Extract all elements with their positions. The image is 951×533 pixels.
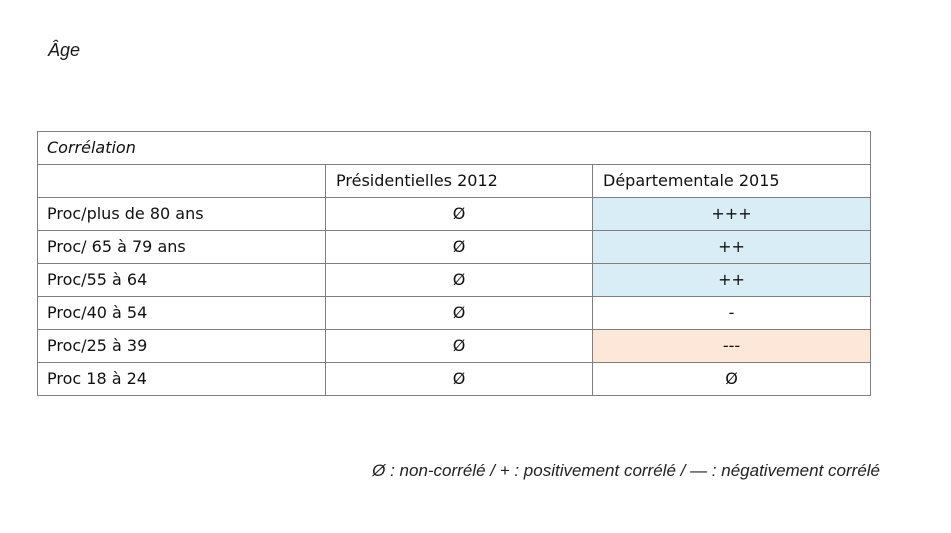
table-title-row: Corrélation: [37, 131, 871, 165]
column-header-departementale-2015: Départementale 2015: [592, 164, 871, 198]
departementale-2015-value: ---: [592, 329, 871, 363]
table-row: Proc/40 à 54 Ø -: [37, 296, 871, 330]
table-header-row: Présidentielles 2012 Départementale 2015: [37, 164, 871, 198]
column-header-presidentielles-2012: Présidentielles 2012: [325, 164, 593, 198]
row-label: Proc/25 à 39: [37, 329, 326, 363]
legend-note: Ø : non-corrélé / + : positivement corré…: [372, 461, 880, 480]
presidentielles-2012-value: Ø: [325, 362, 593, 396]
departementale-2015-value: +++: [592, 197, 871, 231]
column-header-empty: [37, 164, 326, 198]
table-row: Proc/ 65 à 79 ans Ø ++: [37, 230, 871, 264]
presidentielles-2012-value: Ø: [325, 329, 593, 363]
departementale-2015-value: ++: [592, 263, 871, 297]
departementale-2015-value: ++: [592, 230, 871, 264]
row-label: Proc 18 à 24: [37, 362, 326, 396]
presidentielles-2012-value: Ø: [325, 230, 593, 264]
presidentielles-2012-value: Ø: [325, 197, 593, 231]
row-label: Proc/55 à 64: [37, 263, 326, 297]
table-row: Proc/25 à 39 Ø ---: [37, 329, 871, 363]
row-label: Proc/40 à 54: [37, 296, 326, 330]
presidentielles-2012-value: Ø: [325, 296, 593, 330]
table-row: Proc/55 à 64 Ø ++: [37, 263, 871, 297]
table-row: Proc 18 à 24 Ø Ø: [37, 362, 871, 396]
table-row: Proc/plus de 80 ans Ø +++: [37, 197, 871, 231]
departementale-2015-value: Ø: [592, 362, 871, 396]
section-heading: Âge: [48, 40, 81, 60]
row-label: Proc/plus de 80 ans: [37, 197, 326, 231]
departementale-2015-value: -: [592, 296, 871, 330]
table-title: Corrélation: [37, 131, 871, 165]
presidentielles-2012-value: Ø: [325, 263, 593, 297]
row-label: Proc/ 65 à 79 ans: [37, 230, 326, 264]
correlation-table: Corrélation Présidentielles 2012 Départe…: [37, 131, 871, 396]
